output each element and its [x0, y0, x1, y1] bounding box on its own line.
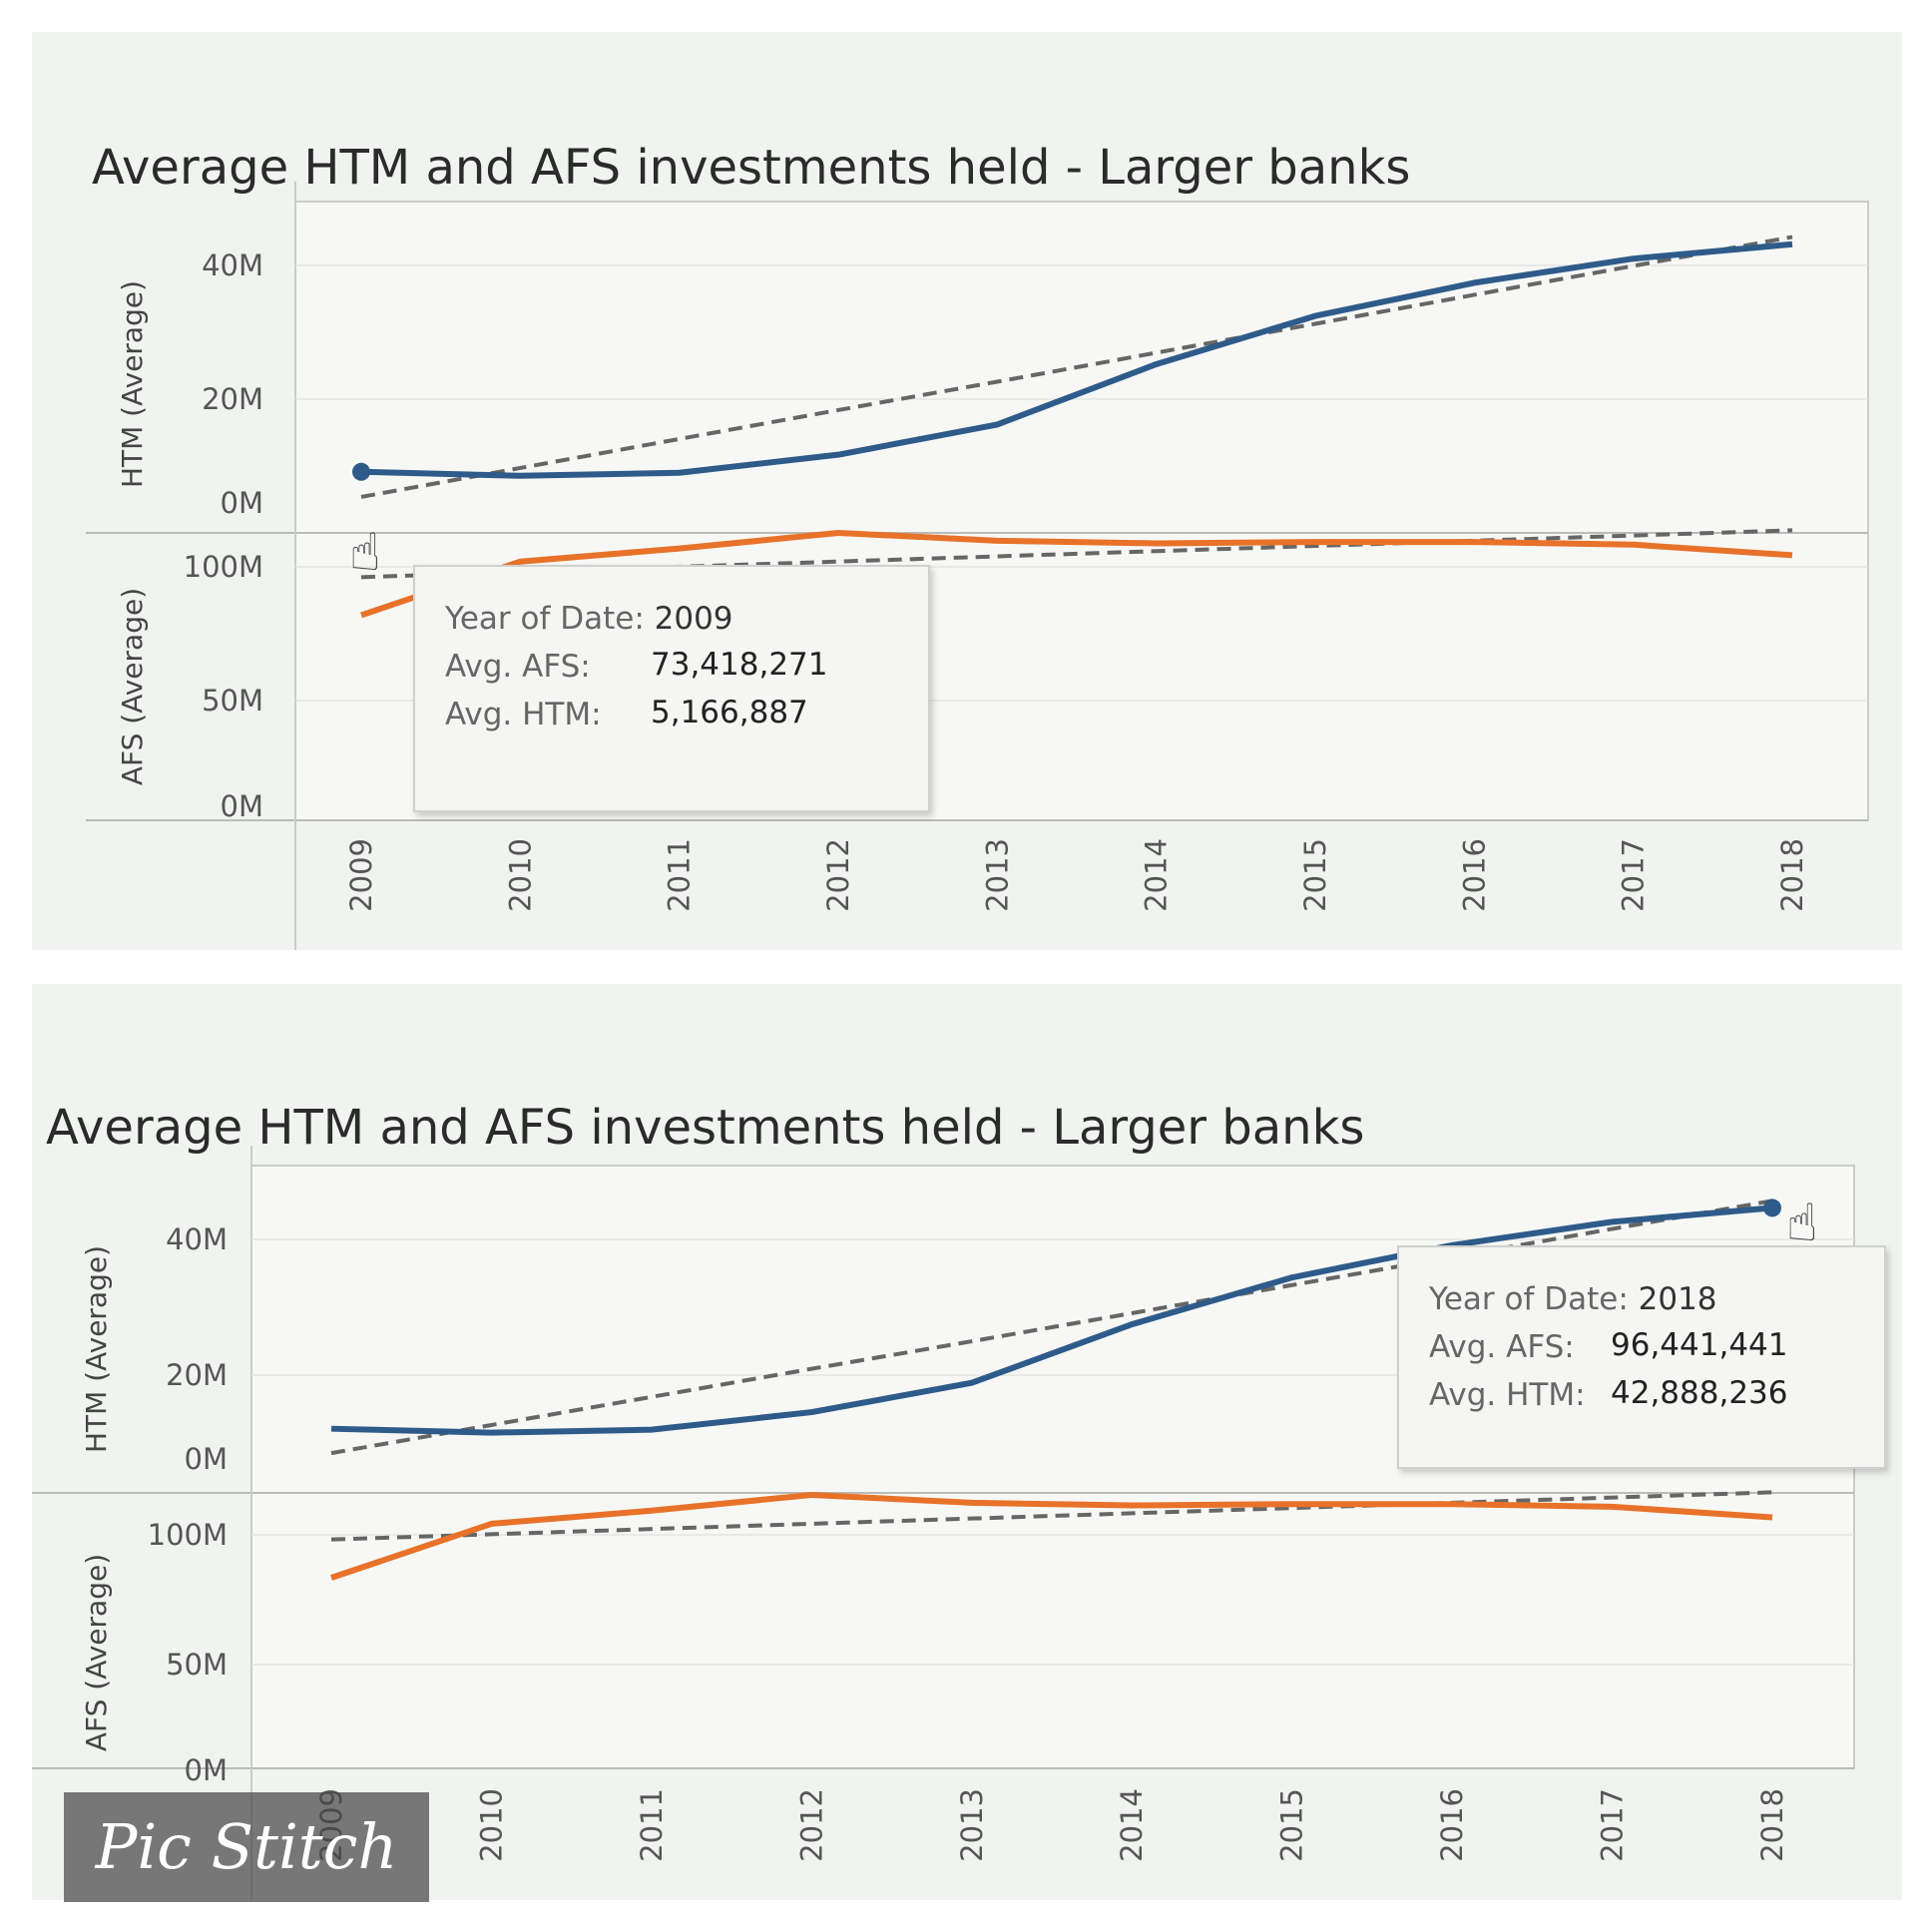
tooltip-afs-value: 96,441,441	[1611, 1327, 1788, 1363]
x-tick-label: 2012	[794, 1788, 828, 1862]
x-tick-label: 2013	[955, 1788, 989, 1862]
y-tick-label: 0M	[185, 1753, 228, 1787]
chart-panel-bottom: Average HTM and AFS investments held - L…	[32, 984, 1902, 1900]
highlight-point	[1763, 1199, 1781, 1217]
series-line	[360, 530, 1793, 619]
x-tick-label: 2011	[663, 838, 697, 912]
trend-line	[330, 1199, 1773, 1456]
x-tick-label: 2018	[1755, 1788, 1789, 1862]
series-line	[330, 1205, 1773, 1436]
tooltip-year-value: 2018	[1638, 1281, 1717, 1317]
x-tick-label: 2017	[1617, 838, 1651, 912]
x-tick-label: 2009	[344, 838, 378, 912]
y-tick-label: 0M	[221, 486, 263, 520]
x-tick-label: 2015	[1275, 1788, 1309, 1862]
tooltip-year-row: Year of Date: 2009	[445, 601, 733, 637]
x-tick-label: 2018	[1775, 838, 1809, 912]
x-tick-label: 2016	[1457, 838, 1491, 912]
tooltip-afs-label: Avg. AFS:	[1429, 1329, 1575, 1365]
y-tick-label: 50M	[202, 684, 263, 718]
tooltip-htm-value: 42,888,236	[1611, 1375, 1788, 1411]
y-axis-title: AFS (Average)	[116, 588, 149, 785]
y-tick-label: 0M	[185, 1442, 228, 1476]
y-tick-label: 0M	[221, 789, 263, 823]
x-tick-label: 2014	[1115, 1788, 1149, 1862]
x-tick-label: 2010	[474, 1788, 508, 1862]
tooltip-afs-value: 73,418,271	[651, 647, 828, 683]
x-tick-label: 2015	[1298, 838, 1332, 912]
x-tick-label: 2017	[1596, 1788, 1630, 1862]
y-axis-title: HTM (Average)	[80, 1245, 113, 1453]
tooltip: Year of Date: 2009 Avg. AFS: 73,418,271 …	[413, 565, 930, 812]
tooltip-htm-label: Avg. HTM:	[1429, 1377, 1586, 1413]
tooltip-htm-value: 5,166,887	[651, 695, 808, 730]
y-tick-label: 40M	[166, 1222, 228, 1256]
y-tick-label: 20M	[202, 382, 263, 416]
tooltip-htm-label: Avg. HTM:	[445, 697, 602, 732]
y-axis-title: HTM (Average)	[116, 280, 149, 488]
y-tick-label: 40M	[202, 248, 263, 282]
chart-title: Average HTM and AFS investments held - L…	[92, 140, 1411, 196]
tooltip-year-value: 2009	[654, 601, 733, 637]
trend-line	[360, 235, 1793, 499]
y-axis-title: AFS (Average)	[80, 1554, 113, 1751]
trend-line	[360, 528, 1793, 580]
y-tick-label: 100M	[184, 550, 263, 584]
chart-title: Average HTM and AFS investments held - L…	[46, 1100, 1365, 1156]
y-tick-label: 50M	[166, 1648, 228, 1682]
tooltip-year-label: Year of Date:	[445, 601, 645, 637]
x-tick-label: 2013	[980, 838, 1014, 912]
tooltip-year-row: Year of Date: 2018	[1429, 1281, 1717, 1317]
tooltip: Year of Date: 2018 Avg. AFS: 96,441,441 …	[1397, 1245, 1886, 1469]
x-tick-label: 2014	[1140, 838, 1174, 912]
hand-pointer-icon: ☝	[1786, 1194, 1818, 1253]
tooltip-year-label: Year of Date:	[1429, 1281, 1629, 1317]
tooltip-afs-label: Avg. AFS:	[445, 649, 591, 685]
x-tick-label: 2016	[1435, 1788, 1469, 1862]
hand-pointer-icon: ☝	[349, 523, 381, 583]
chart-panel-top: Average HTM and AFS investments held - L…	[32, 32, 1902, 950]
y-tick-label: 100M	[148, 1518, 228, 1552]
chart-plot-top: 40M 20M 0M HTM (Average) 100M 50M 0M AFS (Avera…	[86, 182, 1869, 950]
series-line	[330, 1492, 1773, 1581]
x-tick-label: 2010	[503, 838, 537, 912]
pic-stitch-watermark: Pic Stitch	[64, 1792, 429, 1902]
y-tick-label: 20M	[166, 1358, 228, 1392]
x-tick-label: 2012	[821, 838, 855, 912]
highlight-point	[352, 462, 370, 481]
series-line	[360, 241, 1793, 479]
x-tick-label: 2011	[635, 1788, 669, 1862]
